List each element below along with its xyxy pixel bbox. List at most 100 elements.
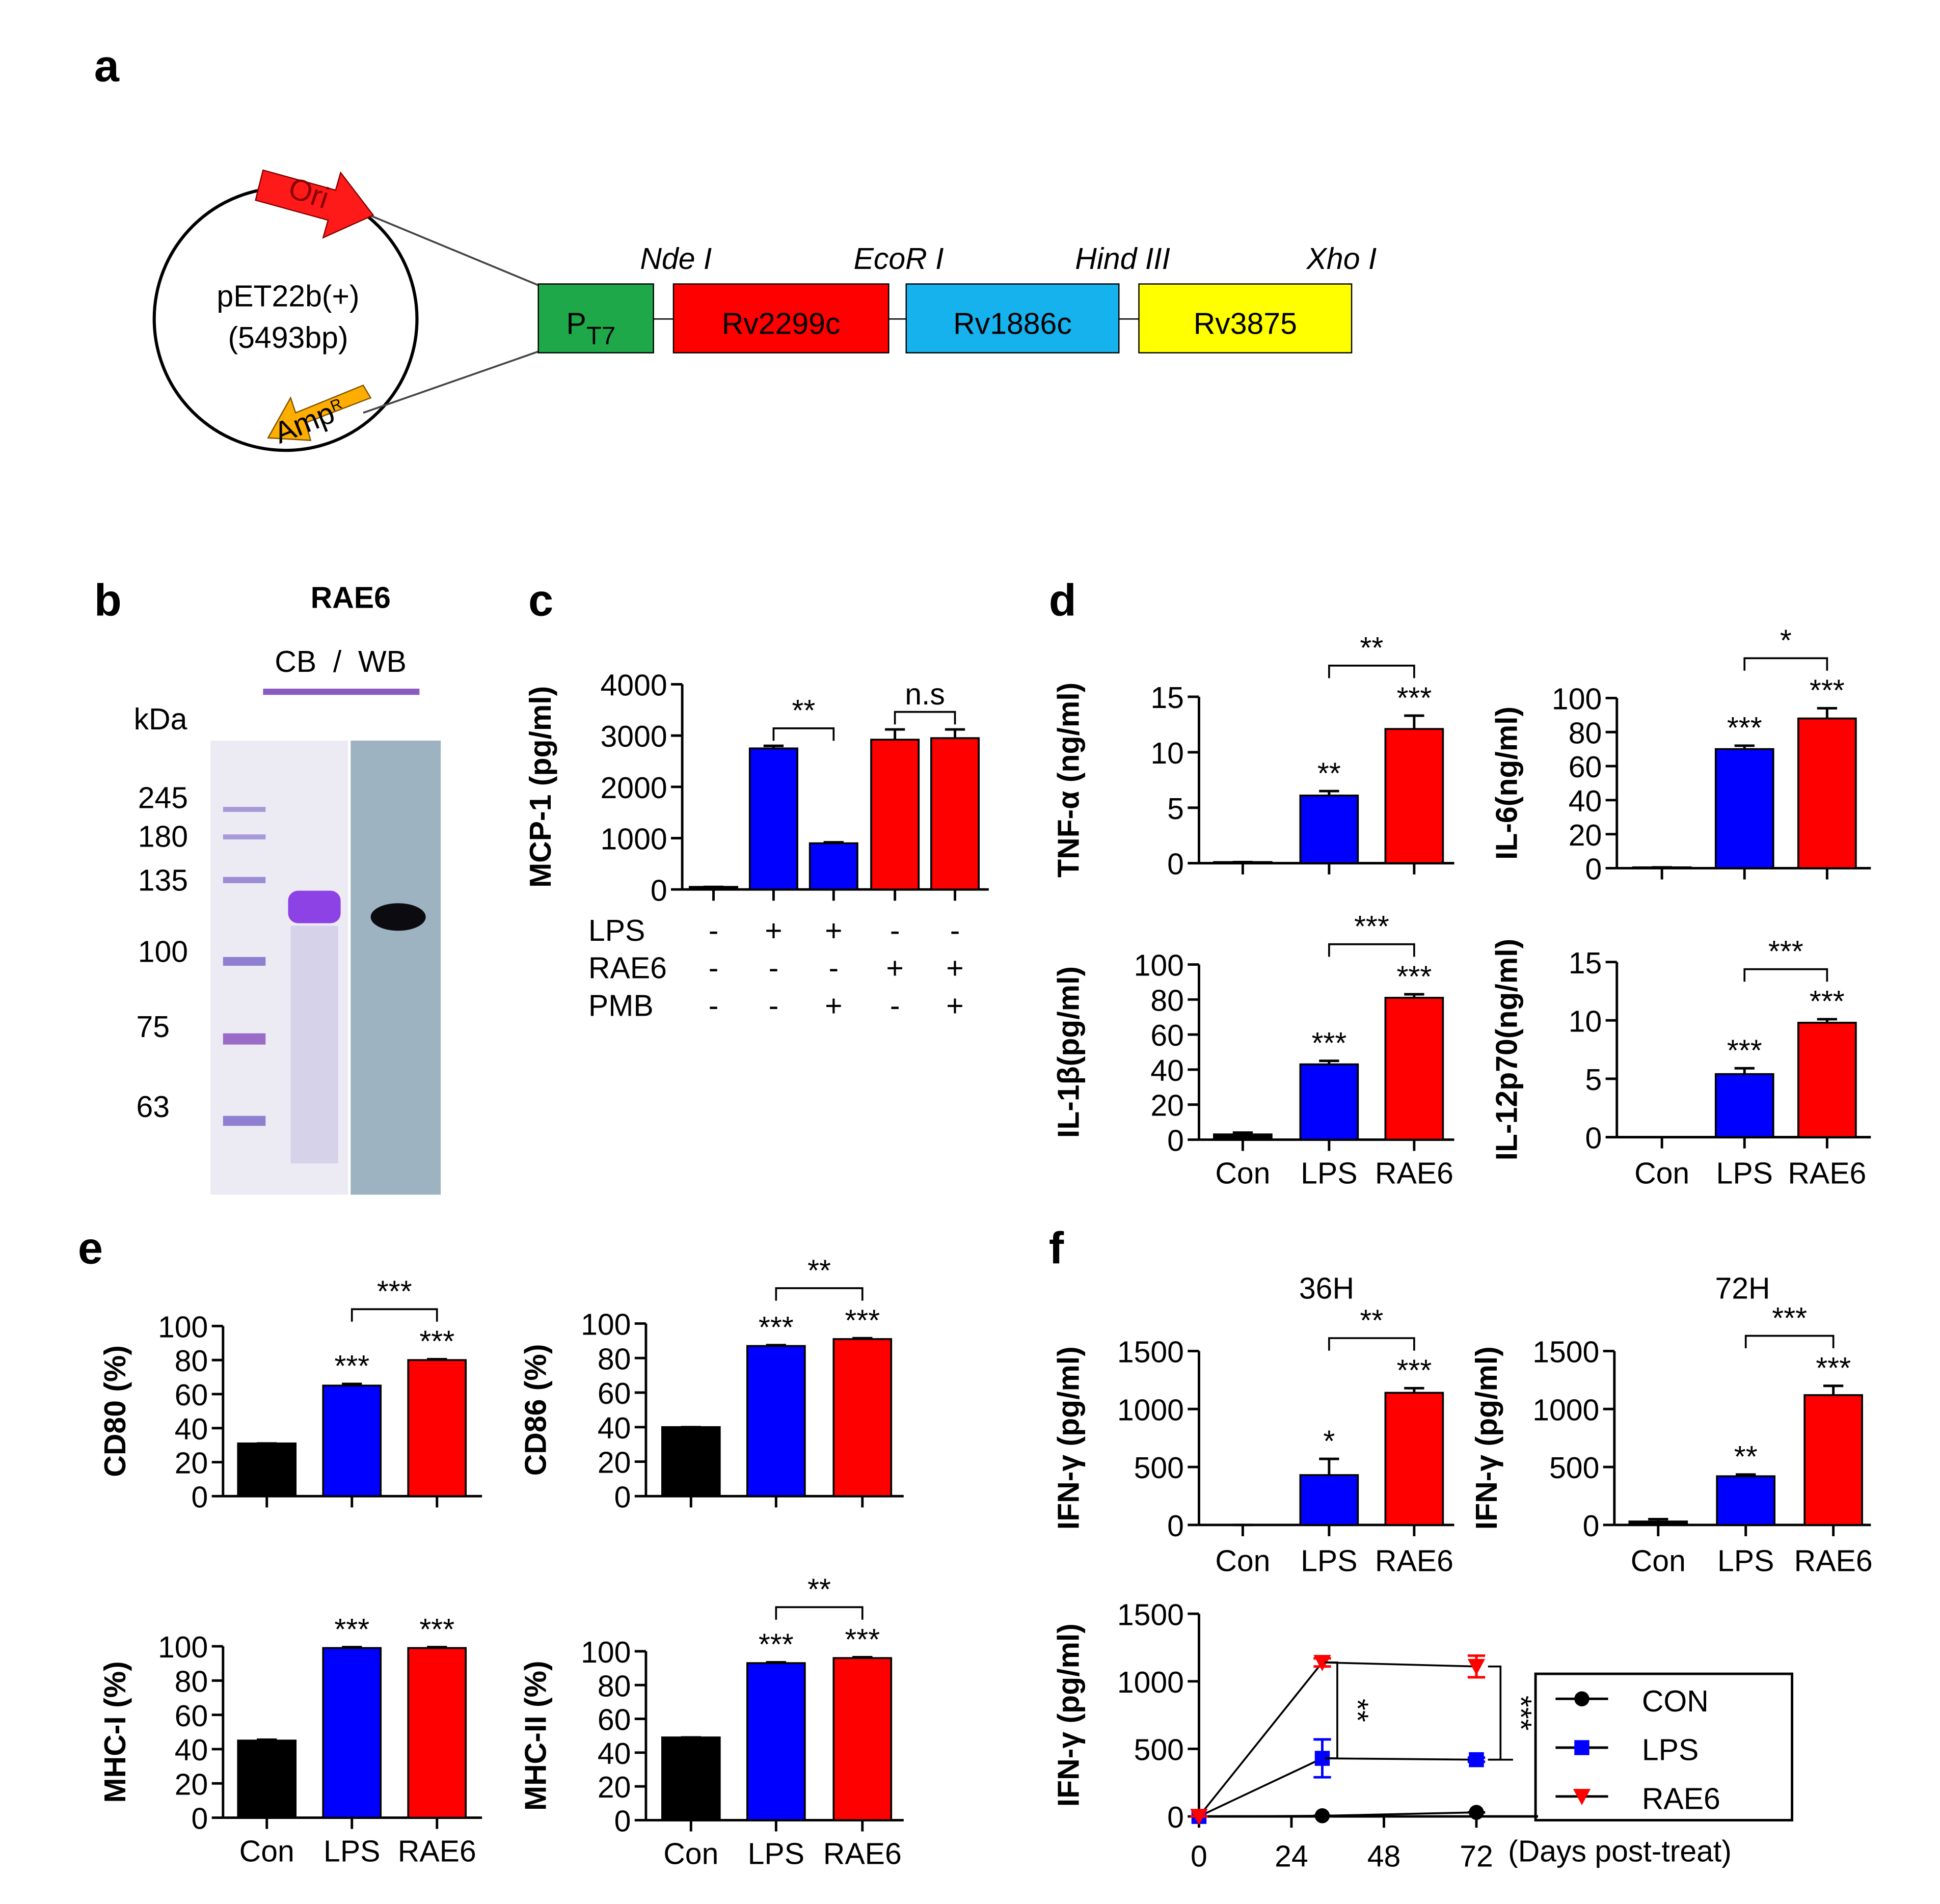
bracket xyxy=(775,1287,864,1301)
y-tick-label: 20 xyxy=(1569,819,1602,852)
x-tick-label: 0 xyxy=(1191,1840,1207,1873)
y-axis-label: MCP-1 (pg/ml) xyxy=(524,686,557,888)
bar xyxy=(237,1442,297,1498)
marker-label: 75 xyxy=(136,1011,170,1044)
marker xyxy=(1574,1691,1589,1706)
marker-label: 63 xyxy=(136,1091,170,1124)
y-tick-label: 20 xyxy=(1150,1090,1184,1123)
plasmid-map: Ori AmpR pET22b(+) (5493bp) PT7 Rv2299c … xyxy=(152,169,1377,452)
promoter-sub: T7 xyxy=(586,322,615,349)
marker-label: 245 xyxy=(138,782,188,815)
y-tick-label: 1000 xyxy=(601,823,667,856)
bracket xyxy=(1325,1661,1338,1759)
ori-arrow xyxy=(255,169,374,239)
bar-label: * xyxy=(1323,1425,1335,1458)
bracket-label: ** xyxy=(1341,1699,1374,1722)
bar xyxy=(1714,1073,1774,1138)
bar-label: *** xyxy=(845,1623,880,1656)
y-axis-label: CD80 (%) xyxy=(99,1345,132,1477)
y-tick-label: 100 xyxy=(158,1631,208,1664)
condition-sign: - xyxy=(709,952,719,985)
x-tick-label: LPS xyxy=(324,1835,380,1868)
promoter-label: PT7 xyxy=(567,308,616,350)
y-tick-label: 100 xyxy=(581,1636,631,1669)
gel-lanes: CB / WB xyxy=(275,645,407,678)
bar xyxy=(407,1647,467,1819)
gel-unit: kDa xyxy=(134,703,187,736)
condition-sign: - xyxy=(769,989,779,1022)
bar-label: *** xyxy=(1396,682,1432,715)
x-tick-label: 48 xyxy=(1367,1840,1401,1873)
y-tick-label: 60 xyxy=(1150,1019,1184,1052)
bar-label: *** xyxy=(1816,1352,1851,1385)
legend-label: RAE6 xyxy=(1642,1782,1720,1815)
x-tick-label: Con xyxy=(663,1837,718,1870)
bracket xyxy=(1328,664,1415,678)
condition-sign: - xyxy=(950,914,960,947)
y-tick-label: 40 xyxy=(1150,1054,1184,1087)
x-tick-label: RAE6 xyxy=(1375,1157,1453,1190)
y-tick-label: 60 xyxy=(175,1379,208,1412)
x-tick-label: RAE6 xyxy=(398,1835,476,1868)
y-tick-label: 0 xyxy=(1583,1510,1600,1543)
bracket xyxy=(894,711,956,725)
y-tick-label: 20 xyxy=(598,1771,631,1804)
condition-sign: + xyxy=(825,989,842,1022)
y-axis-label: IL-1β(pg/ml) xyxy=(1053,966,1086,1138)
panel-label: c xyxy=(528,575,553,625)
x-tick-label: Con xyxy=(1634,1157,1689,1190)
bracket-label: *** xyxy=(1768,935,1803,968)
y-tick-label: 80 xyxy=(1569,717,1602,750)
bracket-label: *** xyxy=(1772,1302,1807,1335)
bar xyxy=(1384,728,1444,864)
y-axis-label: MHC-II (%) xyxy=(519,1661,552,1811)
chart-title: 36H xyxy=(1299,1272,1354,1305)
bar xyxy=(237,1739,297,1819)
gel: RAE6 CB / WB kDa 245 180 135 100 75 63 xyxy=(134,582,441,1195)
y-tick-label: 40 xyxy=(598,1737,631,1771)
condition-sign: - xyxy=(709,914,719,947)
marker xyxy=(1313,1654,1331,1671)
condition-sign: - xyxy=(890,989,900,1022)
bar-label: *** xyxy=(334,1613,369,1646)
ladder-band xyxy=(223,1116,266,1126)
bar xyxy=(1716,1475,1776,1526)
bar xyxy=(809,842,858,891)
x-tick-label: LPS xyxy=(1717,1545,1774,1578)
legend-label: LPS xyxy=(1642,1734,1699,1767)
marker xyxy=(1190,1809,1208,1826)
x-tick-label: Con xyxy=(1215,1157,1270,1190)
bracket xyxy=(775,1606,864,1620)
condition-sign: + xyxy=(946,952,963,985)
y-tick-label: 500 xyxy=(1134,1734,1184,1767)
y-tick-label: 0 xyxy=(192,1481,208,1514)
y-tick-label: 2000 xyxy=(601,772,667,805)
marker xyxy=(1314,1808,1330,1824)
x-tick-label: Con xyxy=(1215,1545,1270,1578)
bar xyxy=(661,1426,721,1498)
legend-box xyxy=(1534,1672,1794,1821)
bar xyxy=(930,737,980,891)
y-tick-label: 80 xyxy=(175,1665,208,1698)
bar-label: *** xyxy=(759,1311,794,1344)
condition-sign: + xyxy=(886,952,903,985)
condition-sign: + xyxy=(825,914,842,947)
bar xyxy=(870,739,920,891)
site-label: Xho I xyxy=(1306,242,1377,276)
bar xyxy=(1213,1133,1273,1141)
ladder-band xyxy=(223,807,266,812)
x-tick-label: LPS xyxy=(1301,1157,1357,1190)
bar-label: *** xyxy=(1810,674,1845,708)
y-tick-label: 0 xyxy=(192,1803,208,1836)
amp-arrow xyxy=(267,384,372,441)
condition-sign: - xyxy=(769,952,779,985)
ladder-band xyxy=(223,877,266,883)
bar xyxy=(322,1384,382,1498)
y-axis-label: IFN-γ (pg/ml) xyxy=(1053,1346,1086,1530)
bar xyxy=(832,1657,893,1821)
y-axis-label: MHC-I (%) xyxy=(99,1661,132,1803)
y-axis-label: IFN-γ (pg/ml) xyxy=(1053,1623,1086,1807)
y-tick-label: 40 xyxy=(598,1412,631,1445)
bar xyxy=(407,1359,467,1498)
